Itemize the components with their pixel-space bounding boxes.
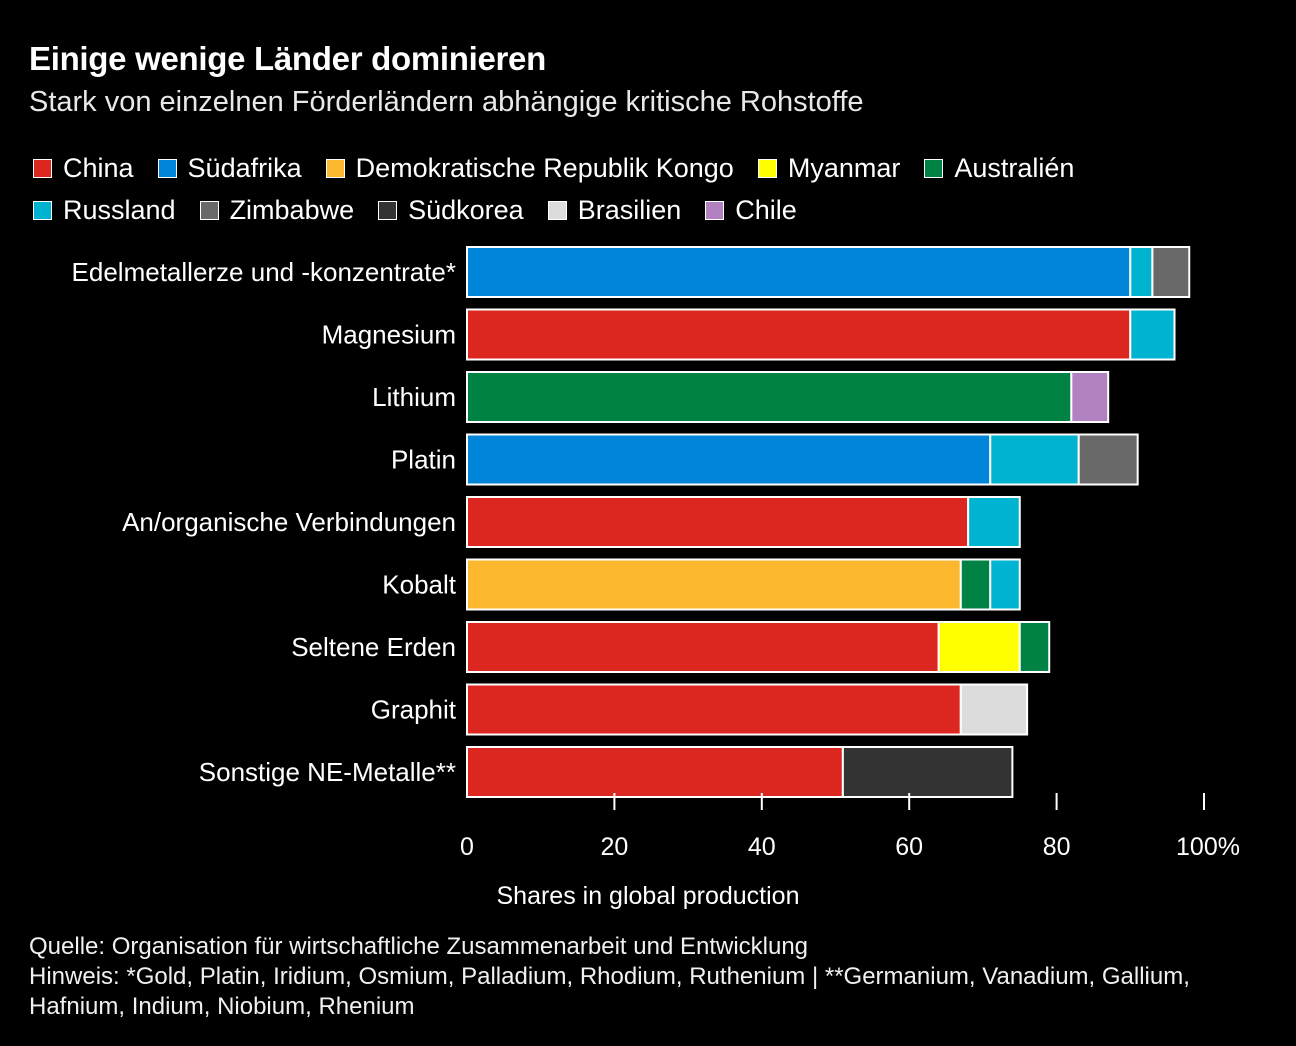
source-note: Quelle: Organisation für wirtschaftliche… bbox=[29, 933, 809, 960]
x-tick-label: 60 bbox=[895, 833, 923, 861]
x-tick-label: 100% bbox=[1176, 833, 1240, 861]
bar-segment bbox=[959, 683, 1029, 736]
bar-segment bbox=[967, 496, 1021, 548]
x-tick-label: 20 bbox=[600, 833, 628, 861]
legend-item-suedkorea: Südkorea bbox=[378, 195, 524, 226]
legend-item-kongo: Demokratische Republik Kongo bbox=[325, 152, 734, 184]
legend-swatch-suedkorea bbox=[378, 200, 398, 220]
legend-item-brasilien: Brasilien bbox=[547, 194, 682, 226]
legend-item-china: China bbox=[33, 153, 134, 184]
x-tick-label: 80 bbox=[1043, 833, 1071, 861]
bar-segment bbox=[959, 558, 992, 611]
bar-segment bbox=[1018, 621, 1051, 673]
legend-row-2: Russland Zimbabwe Südkorea Brasilien Chi… bbox=[33, 192, 1273, 228]
legend-label: Brasilien bbox=[577, 194, 682, 225]
category-label: An/organische Verbindungen bbox=[122, 507, 456, 537]
category-label: Magnesium bbox=[322, 320, 456, 350]
legend-item-myanmar: Myanmar bbox=[757, 152, 901, 184]
bar-segment bbox=[989, 433, 1080, 486]
x-tick-label: 0 bbox=[460, 833, 474, 861]
legend-row-1: China Südafrika Demokratische Republik K… bbox=[33, 150, 1273, 186]
category-label: Lithium bbox=[372, 382, 456, 412]
bar-segment bbox=[466, 558, 962, 611]
legend: China Südafrika Demokratische Republik K… bbox=[33, 150, 1273, 234]
bar-segment bbox=[1151, 246, 1191, 298]
bar-segment bbox=[466, 496, 970, 548]
bar-segment bbox=[466, 308, 1132, 361]
bar-segment bbox=[989, 558, 1021, 611]
bar-segment bbox=[937, 621, 1021, 673]
legend-label: Myanmar bbox=[787, 152, 901, 183]
category-label: Seltene Erden bbox=[291, 632, 456, 662]
footnote: Hinweis: *Gold, Platin, Iridium, Osmium,… bbox=[29, 963, 1190, 1020]
legend-item-chile: Chile bbox=[705, 195, 797, 226]
bar-segment bbox=[466, 746, 844, 798]
x-axis-title: Shares in global production bbox=[497, 882, 800, 910]
bar-segment bbox=[1129, 308, 1176, 361]
chart-title: Einige wenige Länder dominieren bbox=[29, 40, 546, 77]
legend-item-australien: Australién bbox=[924, 153, 1074, 184]
legend-swatch-brasilien bbox=[547, 200, 567, 220]
bar-segment bbox=[466, 621, 940, 673]
legend-item-zimbabwe: Zimbabwe bbox=[199, 194, 355, 226]
legend-swatch-australien bbox=[924, 158, 944, 178]
category-label: Graphit bbox=[371, 695, 457, 725]
legend-swatch-zimbabwe bbox=[199, 200, 219, 220]
category-label: Platin bbox=[391, 445, 456, 475]
bar-segment bbox=[466, 433, 992, 486]
legend-swatch-china bbox=[33, 158, 52, 178]
x-tick-label: 40 bbox=[748, 833, 776, 861]
legend-label: Zimbabwe bbox=[229, 194, 355, 225]
legend-label: Russland bbox=[63, 194, 176, 225]
legend-swatch-russland bbox=[33, 200, 52, 220]
legend-label: Australién bbox=[954, 152, 1075, 183]
bar-segment bbox=[1129, 246, 1154, 298]
bar-segment bbox=[466, 683, 962, 736]
bar-segment bbox=[466, 246, 1132, 298]
chart-subtitle: Stark von einzelnen Förderländern abhäng… bbox=[29, 86, 864, 118]
category-label: Sonstige NE-Metalle** bbox=[199, 757, 456, 787]
legend-swatch-suedafrika bbox=[157, 158, 177, 178]
bar-segment bbox=[1077, 433, 1139, 486]
legend-item-russland: Russland bbox=[33, 195, 176, 226]
legend-label: Südkorea bbox=[408, 194, 524, 225]
legend-swatch-chile bbox=[705, 200, 725, 220]
legend-label: Demokratische Republik Kongo bbox=[355, 152, 734, 183]
legend-swatch-myanmar bbox=[757, 158, 777, 178]
legend-label: Chile bbox=[735, 194, 797, 225]
bar-segment bbox=[1070, 371, 1110, 423]
bar-segment bbox=[841, 746, 1014, 798]
legend-label: Südafrika bbox=[187, 152, 302, 183]
legend-label: China bbox=[63, 152, 134, 183]
footer: Quelle: Organisation für wirtschaftliche… bbox=[29, 932, 1269, 1022]
legend-item-suedafrika: Südafrika bbox=[157, 152, 302, 184]
category-label: Edelmetallerze und -konzentrate* bbox=[72, 257, 456, 287]
bar-segment bbox=[466, 371, 1073, 423]
legend-swatch-kongo bbox=[325, 158, 345, 178]
category-label: Kobalt bbox=[382, 570, 456, 600]
